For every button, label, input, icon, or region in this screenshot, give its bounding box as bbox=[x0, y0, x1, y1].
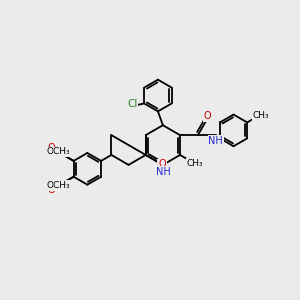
Text: O: O bbox=[158, 159, 166, 170]
Text: Cl: Cl bbox=[127, 99, 137, 109]
Text: CH₃: CH₃ bbox=[186, 159, 203, 168]
Text: OCH₃: OCH₃ bbox=[46, 148, 70, 157]
Text: NH: NH bbox=[155, 167, 170, 177]
Text: O: O bbox=[204, 111, 212, 121]
Text: O: O bbox=[47, 143, 55, 153]
Text: NH: NH bbox=[208, 136, 223, 146]
Text: OCH₃: OCH₃ bbox=[46, 181, 70, 190]
Text: CH₃: CH₃ bbox=[253, 111, 269, 120]
Text: O: O bbox=[47, 184, 55, 195]
